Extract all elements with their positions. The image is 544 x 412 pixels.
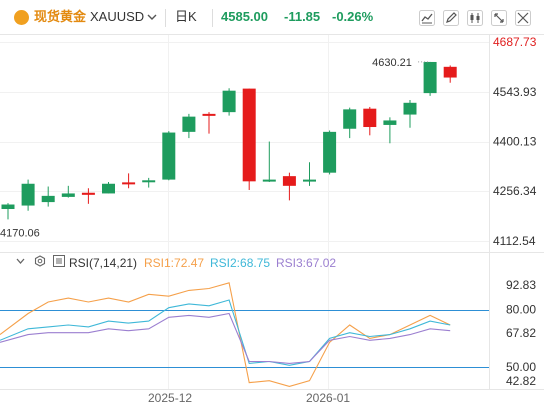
rsi-axis-label: 67.82 <box>506 326 536 340</box>
high-price-label: 4630.21 <box>372 57 412 69</box>
candle-body[interactable] <box>343 109 357 129</box>
rsi-axis-label: 92.83 <box>506 278 536 292</box>
symbol-chevron-down-icon[interactable] <box>147 12 157 22</box>
candle-body[interactable] <box>423 61 437 94</box>
instrument-logo-icon <box>14 10 29 25</box>
header-divider <box>165 9 166 27</box>
candle-body[interactable] <box>303 179 316 182</box>
draw-icon[interactable] <box>443 10 459 26</box>
candle-body[interactable] <box>262 179 276 182</box>
candle-body[interactable] <box>182 116 196 132</box>
candle-body[interactable] <box>162 132 176 180</box>
candle-body[interactable] <box>323 131 337 173</box>
low-price-label: 4170.06 <box>0 227 40 239</box>
rsi-info-icon[interactable] <box>53 255 65 267</box>
rsi-legend: RSI(7,14,21) RSI1:72.47 RSI2:68.75 RSI3:… <box>0 254 544 272</box>
rsi1-value: 72.47 <box>174 256 205 270</box>
price-axis-label: 4543.93 <box>493 85 537 99</box>
candle-body[interactable] <box>363 108 377 128</box>
rsi2-label: RSI2: <box>210 256 241 270</box>
rsi-axis-label: 42.82 <box>506 374 536 388</box>
fullscreen-icon[interactable] <box>491 10 507 26</box>
candle-body[interactable] <box>41 195 55 203</box>
price-axis-label: 4687.73 <box>493 35 537 49</box>
rsi2-legend: RSI2:68.75 <box>210 256 270 270</box>
candle-body[interactable] <box>202 113 216 116</box>
rsi3-value: 67.02 <box>306 256 337 270</box>
last-price: 4585.00 <box>221 9 268 24</box>
rsi-settings-icon[interactable] <box>34 255 46 267</box>
candle-body[interactable] <box>122 182 136 185</box>
candle-body[interactable] <box>1 204 15 210</box>
instrument-name[interactable]: 现货黄金 <box>34 9 87 24</box>
rsi-series-line <box>0 312 451 364</box>
time-axis-label: 2026-01 <box>306 391 350 405</box>
candle-body[interactable] <box>282 176 296 186</box>
candle-body[interactable] <box>142 180 156 183</box>
rsi2-value: 68.75 <box>240 256 271 270</box>
candle-body[interactable] <box>242 88 256 182</box>
rsi3-label: RSI3: <box>276 256 307 270</box>
candle-body[interactable] <box>61 193 75 197</box>
indicator-icon[interactable] <box>467 10 483 26</box>
rsi1-label: RSI1: <box>144 256 175 270</box>
candle-body[interactable] <box>222 90 236 113</box>
candle-body[interactable] <box>443 66 457 78</box>
symbol-label[interactable]: XAUUSD <box>90 9 145 24</box>
rsi-collapse-icon[interactable] <box>16 257 25 266</box>
rsi-series-line <box>0 299 451 366</box>
rsi3-legend: RSI3:67.02 <box>276 256 336 270</box>
price-change-percent: -0.26% <box>332 9 374 24</box>
header-divider <box>212 9 213 27</box>
price-change: -11.85 <box>284 9 321 24</box>
collapse-icon[interactable] <box>515 10 531 26</box>
candle-body[interactable] <box>383 120 397 125</box>
candle-body[interactable] <box>81 192 95 195</box>
rsi1-legend: RSI1:72.47 <box>144 256 204 270</box>
candle-body[interactable] <box>403 102 417 115</box>
rsi-axis-label: 80.00 <box>506 303 536 317</box>
price-axis-label: 4256.34 <box>493 184 537 198</box>
candle-body[interactable] <box>102 183 115 194</box>
timeframe-selector[interactable]: 日K <box>175 9 197 24</box>
price-axis-label: 4112.54 <box>493 234 536 248</box>
price-axis-label: 4400.13 <box>493 135 537 149</box>
candle-body[interactable] <box>21 183 35 206</box>
chart-type-icon[interactable] <box>419 10 435 26</box>
rsi-series-line <box>0 282 451 387</box>
chart-header: 现货黄金 XAUUSD 日K 4585.00 -11.85 -0.26% <box>0 0 544 34</box>
time-axis-label: 2025-12 <box>148 391 192 405</box>
rsi-axis-label: 50.00 <box>506 360 536 374</box>
rsi-title: RSI(7,14,21) <box>69 256 138 270</box>
